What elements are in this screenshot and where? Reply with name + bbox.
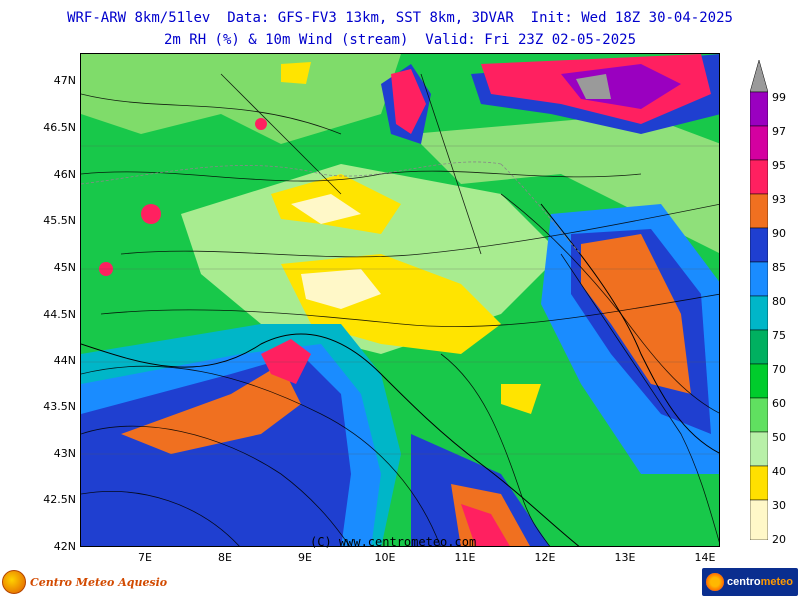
aquesio-logo-text: Centro Meteo Aquesio: [30, 575, 168, 589]
legend-label-50: 50: [772, 431, 786, 444]
copyright-text: (C) www.centrometeo.com: [310, 535, 477, 549]
lat-label-44n: 44N: [53, 354, 76, 367]
legend-label-60: 60: [772, 397, 786, 410]
centro-meteo-aquesio-logo[interactable]: Centro Meteo Aquesio: [2, 568, 167, 596]
lat-label-47n: 47N: [53, 74, 76, 87]
color-legend: [750, 60, 768, 540]
legend-label-40: 40: [772, 465, 786, 478]
lat-label-42n: 42N: [53, 540, 76, 553]
legend-label-90: 90: [772, 227, 786, 240]
legend-label-75: 75: [772, 329, 786, 342]
lat-label-44-5n: 44.5N: [43, 308, 76, 321]
lon-label-12e: 12E: [534, 551, 556, 564]
lon-label-14e: 14E: [694, 551, 716, 564]
legend-label-85: 85: [772, 261, 786, 274]
lon-label-8e: 8E: [218, 551, 232, 564]
header-title-line2: 2m RH (%) & 10m Wind (stream) Valid: Fri…: [163, 32, 636, 48]
legend-label-30: 30: [772, 499, 786, 512]
header-title-line1: WRF-ARW 8km/51lev Data: GFS-FV3 13km, SS…: [67, 10, 733, 26]
legend-arrow-top: [750, 60, 768, 93]
lat-label-43n: 43N: [53, 447, 76, 460]
legend-label-99: 99: [772, 91, 786, 104]
lat-label-45n: 45N: [53, 261, 76, 274]
map-canvas: [81, 54, 719, 546]
lat-label-43-5n: 43.5N: [43, 400, 76, 413]
legend-label-70: 70: [772, 363, 786, 376]
aquesio-logo-icon: [2, 570, 26, 594]
centrometeo-logo-text-b: meteo: [760, 576, 794, 588]
lon-label-9e: 9E: [298, 551, 312, 564]
legend-label-20: 20: [772, 533, 786, 546]
lon-label-13e: 13E: [614, 551, 636, 564]
lat-label-46-5n: 46.5N: [43, 121, 76, 134]
lon-label-7e: 7E: [138, 551, 152, 564]
legend-label-95: 95: [772, 159, 786, 172]
lon-label-11e: 11E: [454, 551, 476, 564]
lat-label-45-5n: 45.5N: [43, 214, 76, 227]
lat-label-46n: 46N: [53, 168, 76, 181]
rh-wind-map: [80, 53, 720, 547]
legend-label-93: 93: [772, 193, 786, 206]
sun-logo-icon: [706, 573, 724, 591]
legend-label-97: 97: [772, 125, 786, 138]
centrometeo-logo-text-a: centro: [727, 576, 761, 588]
legend-label-80: 80: [772, 295, 786, 308]
lon-label-10e: 10E: [374, 551, 396, 564]
lat-label-42-5n: 42.5N: [43, 493, 76, 506]
centrometeo-logo[interactable]: centro meteo: [702, 568, 798, 596]
